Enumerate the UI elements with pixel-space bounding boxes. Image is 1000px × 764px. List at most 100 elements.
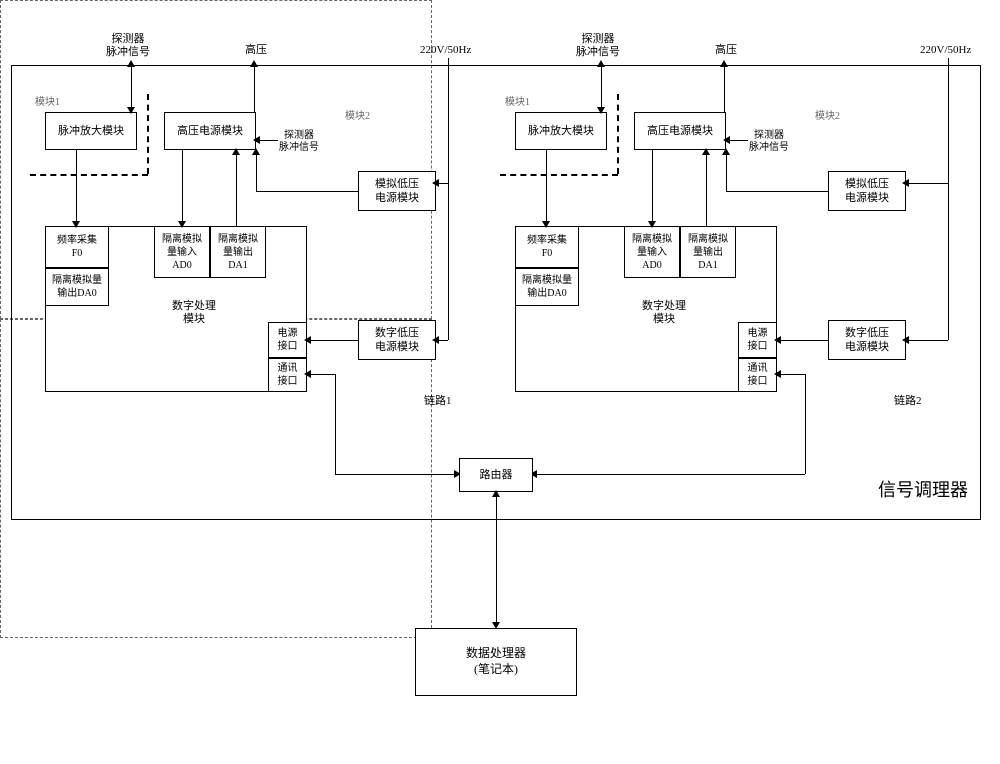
arrh-220-l [432,179,439,187]
module1-label-l: 模块1 [35,97,60,109]
arrh-cif-l [304,370,311,378]
digital-proc-label-l: 数字处理 模块 [172,300,216,326]
iso-da1-r: 隔离模拟 量输出 DA1 [680,226,736,278]
arr-alv-hv-r [726,191,828,192]
arr-220-r [948,58,949,183]
analog-lv-ps-r-text: 模拟低压 电源模块 [845,177,889,206]
iso-da0-l: 隔离模拟量 输出DA0 [45,268,109,306]
arr-alv-hv-rv [726,150,727,191]
arr-alv-hv-l [256,191,358,192]
power-if-r: 电源 接口 [738,322,777,358]
pulse-amp-r: 脉冲放大模块 [515,112,607,150]
signal-conditioner-label: 信号调理器 [878,480,968,502]
arrh-pa-f0-l [72,221,80,228]
router-box: 路由器 [459,458,533,492]
analog-lv-ps-r: 模拟低压 电源模块 [828,171,906,211]
digital-lv-ps-l-text: 数字低压 电源模块 [375,326,419,355]
digital-proc-label-r: 数字处理 模块 [642,300,686,326]
arr-220-l2 [448,183,449,340]
freq-f0-l-text: 频率采集 F0 [57,234,97,260]
arr-cif-r-h [777,374,805,375]
arrh-220-r2 [902,336,909,344]
arr-cif-r-v [805,374,806,474]
hv-ps-l-text: 高压电源模块 [177,124,243,138]
partition-h-r [500,174,618,176]
arr-router-dp [496,492,497,626]
arr-pa-f0-r [546,150,547,226]
arrh-hv-ad0-r [648,221,656,228]
iso-da1-l: 隔离模拟 量输出 DA1 [210,226,266,278]
power-in-l: 220V/50Hz [420,44,471,57]
arr-det-l [131,63,132,112]
hv-top-r: 高压 [715,44,737,57]
iso-da0-r: 隔离模拟量 输出DA0 [515,268,579,306]
iso-da1-l-text: 隔离模拟 量输出 DA1 [218,233,258,272]
arrh-220-r [902,179,909,187]
analog-lv-ps-l-text: 模拟低压 电源模块 [375,177,419,206]
arrh-router-dp-u [492,490,500,497]
pulse-amp-r-text: 脉冲放大模块 [528,124,594,138]
analog-lv-ps-l: 模拟低压 电源模块 [358,171,436,211]
module1-label-r: 模块1 [505,97,530,109]
comm-if-l: 通讯 接口 [268,358,307,392]
arrh-det-side-l [253,136,260,144]
freq-f0-l: 频率采集 F0 [45,226,109,268]
freq-f0-r: 频率采集 F0 [515,226,579,268]
detector-pulse-top-r: 探测器 脉冲信号 [576,33,620,59]
arr-dlv-pif-l [307,340,358,341]
partition-v-r [617,94,619,174]
arrh-det-l-u [127,60,135,67]
iso-ad0-l: 隔离模拟 量输入 AD0 [154,226,210,278]
hv-ps-r-text: 高压电源模块 [647,124,713,138]
arrh-pa-f0-r [542,221,550,228]
arrh-hv-ad0-l [178,221,186,228]
iso-ad0-l-text: 隔离模拟 量输入 AD0 [162,233,202,272]
arr-220-r-h [906,183,948,184]
arr-det-r [601,63,602,112]
arr-link2-router [533,474,805,475]
digital-lv-ps-r: 数字低压 电源模块 [828,320,906,360]
arrh-hvout-l [250,60,258,67]
arrh-det-l-d [127,107,135,114]
arrh-det-r-u [597,60,605,67]
arrh-220-l2 [432,336,439,344]
arr-alv-hv-lv [256,150,257,191]
power-if-r-text: 电源 接口 [748,327,768,353]
hv-top-l: 高压 [245,44,267,57]
power-if-l-text: 电源 接口 [278,327,298,353]
power-in-r: 220V/50Hz [920,44,971,57]
iso-da1-r-text: 隔离模拟 量输出 DA1 [688,233,728,272]
link2-label: 链路2 [894,395,922,408]
data-processor-box: 数据处理器 (笔记本) [415,628,577,696]
comm-if-l-text: 通讯 接口 [278,362,298,388]
pulse-amp-l: 脉冲放大模块 [45,112,137,150]
arrh-dlv-pif-l [304,336,311,344]
power-if-l: 电源 接口 [268,322,307,358]
arrh-da1-hv-l [232,148,240,155]
detector-pulse-top-l: 探测器 脉冲信号 [106,33,150,59]
iso-ad0-r-text: 隔离模拟 量输入 AD0 [632,233,672,272]
router-text: 路由器 [480,468,513,482]
arrh-da1-hv-r [702,148,710,155]
arr-hvout-l [254,63,255,112]
partition-v-l [147,94,149,174]
freq-f0-r-text: 频率采集 F0 [527,234,567,260]
arr-pa-f0-l [76,150,77,226]
module2-label-l: 模块2 [345,111,370,123]
digital-lv-ps-l: 数字低压 电源模块 [358,320,436,360]
detector-pulse-side-r: 探测器 脉冲信号 [749,130,789,154]
arr-hvout-r [724,63,725,112]
arr-link1-router [335,474,458,475]
arrh-cif-r [774,370,781,378]
arr-hv-ad0-l [182,150,183,226]
arr-da1-hv-r [706,150,707,226]
iso-da0-l-text: 隔离模拟量 输出DA0 [52,274,102,300]
partition-h-l [30,174,148,176]
arrh-det-r-d [597,107,605,114]
arrh-dlv-pif-r [774,336,781,344]
arr-cif-l-h [307,374,335,375]
data-processor-text: 数据处理器 (笔记本) [466,646,526,677]
arrh-hvout-r [720,60,728,67]
arr-da1-hv-l [236,150,237,226]
detector-pulse-side-l: 探测器 脉冲信号 [279,130,319,154]
